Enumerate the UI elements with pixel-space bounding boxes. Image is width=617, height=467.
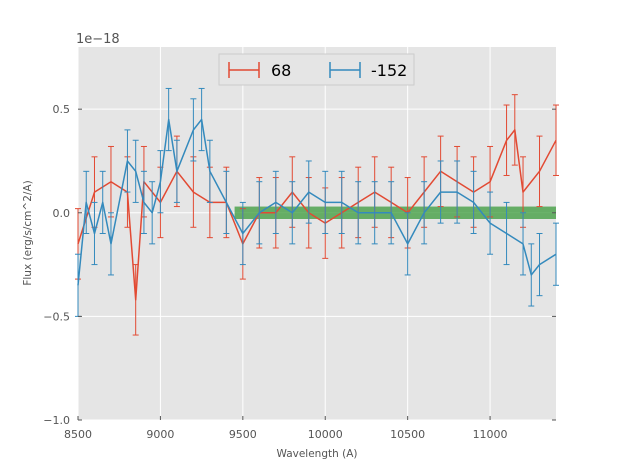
legend: 68 -152 bbox=[218, 53, 415, 86]
y-offset-label: 1e−18 bbox=[76, 32, 120, 47]
axis-ticks: 8500 9000 9500 10000 10500 11000 −1.0 −0.5 0.0 0.… bbox=[43, 103, 556, 441]
legend-marker-68 bbox=[228, 62, 260, 78]
legend-marker-minus152 bbox=[329, 62, 361, 78]
plot-background bbox=[78, 47, 556, 420]
y-tick-label: −1.0 bbox=[43, 414, 70, 427]
y-tick-label: −0.5 bbox=[43, 310, 70, 323]
band-rect bbox=[234, 206, 556, 219]
legend-label-minus152: -152 bbox=[371, 61, 407, 80]
x-tick-label: 11000 bbox=[473, 428, 508, 441]
series-minus152 bbox=[75, 87, 559, 317]
x-tick-label: 10000 bbox=[308, 428, 343, 441]
x-tick-label: 8500 bbox=[64, 428, 92, 441]
x-tick-label: 9000 bbox=[146, 428, 174, 441]
x-axis-label: Wavelength (A) bbox=[276, 448, 357, 460]
series-line bbox=[77, 129, 557, 301]
y-tick-label: 0.5 bbox=[53, 103, 71, 116]
x-tick-label: 10500 bbox=[390, 428, 425, 441]
y-tick-label: 0.0 bbox=[53, 207, 71, 220]
x-tick-label: 9500 bbox=[229, 428, 257, 441]
series-layer bbox=[75, 87, 559, 336]
y-axis-label: Flux (erg/s/cm^2/A) bbox=[22, 180, 34, 285]
legend-label-68: 68 bbox=[271, 61, 291, 80]
green-band bbox=[234, 206, 556, 219]
